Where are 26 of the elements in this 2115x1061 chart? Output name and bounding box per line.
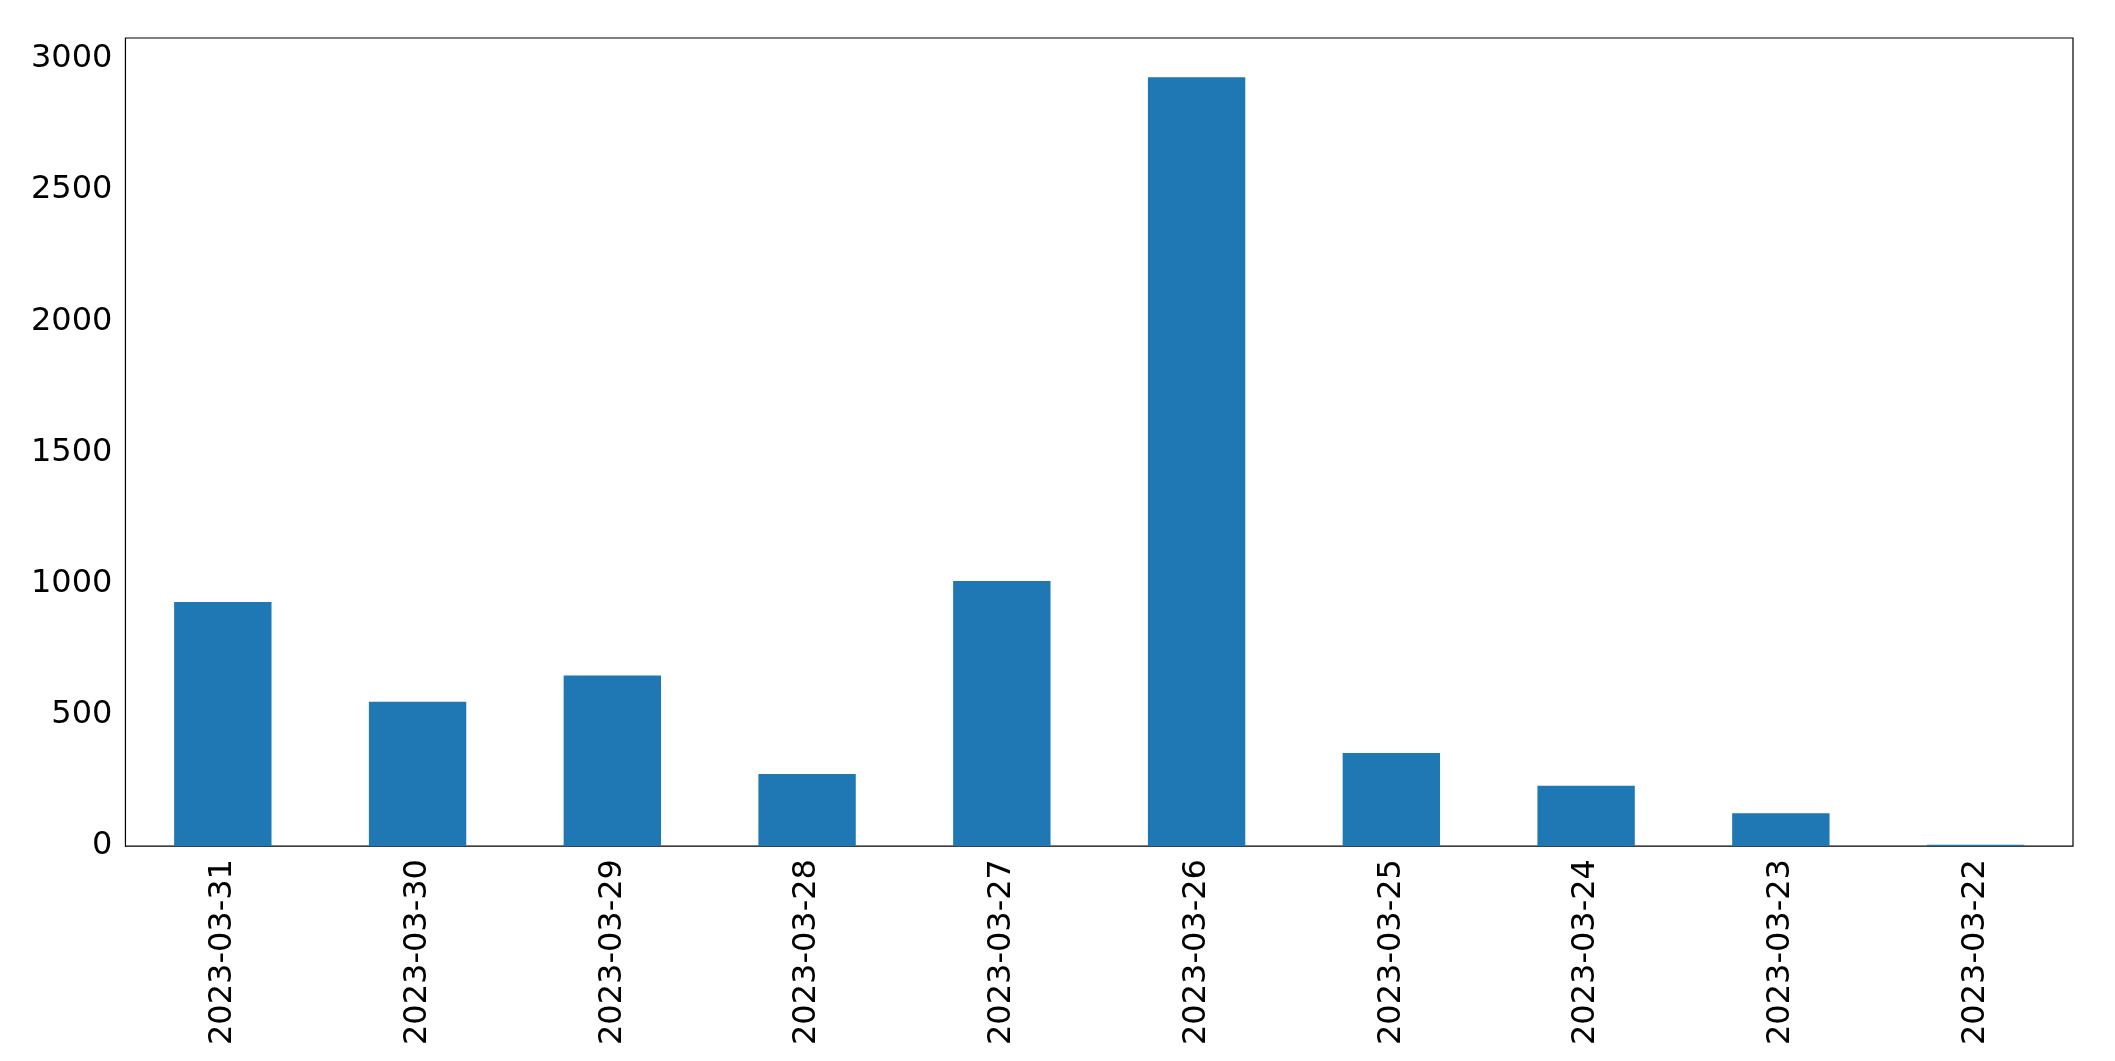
y-tick-label: 2500 [31, 168, 113, 207]
x-tick-label: 2023-03-28 [785, 859, 824, 1045]
y-tick-label: 1500 [31, 430, 113, 469]
x-tick-label: 2023-03-24 [1564, 859, 1603, 1045]
y-tick-label: 1000 [31, 562, 113, 600]
bar [1537, 785, 1635, 847]
x-tick-label: 2023-03-23 [1759, 859, 1798, 1045]
x-tick-label: 2023-03-29 [590, 859, 629, 1045]
bar [563, 675, 662, 847]
x-tick-label: 2023-03-27 [980, 859, 1019, 1045]
y-tick-label: 3000 [31, 37, 113, 76]
bar [1732, 813, 1830, 847]
bar [174, 602, 272, 847]
bar [1147, 77, 1246, 847]
y-tick-label: 0 [92, 824, 113, 863]
bar [758, 773, 856, 847]
bar [953, 581, 1051, 847]
bar [1342, 752, 1441, 847]
y-tick-label: 500 [51, 693, 113, 732]
x-tick-label: 2023-03-22 [1953, 859, 1992, 1045]
x-tick-label: 2023-03-25 [1369, 859, 1408, 1045]
x-tick-label: 2023-03-30 [395, 859, 434, 1045]
x-tick-label: 2023-03-26 [1174, 859, 1213, 1045]
y-tick-label: 2000 [31, 299, 113, 338]
x-tick-label: 2023-03-31 [201, 859, 240, 1045]
bar [368, 701, 467, 847]
